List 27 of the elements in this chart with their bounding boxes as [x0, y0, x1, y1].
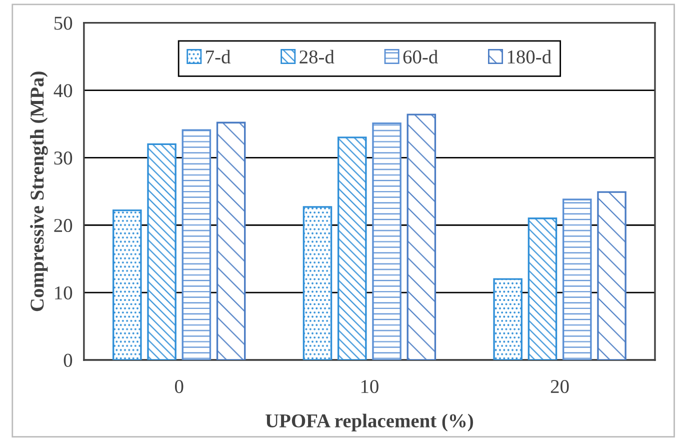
- x-axis-title: UPOFA replacement (%): [266, 414, 474, 432]
- bar: [216, 122, 246, 360]
- y-tick-label: 0: [64, 354, 72, 367]
- bar: [372, 122, 402, 360]
- bar: [302, 206, 332, 360]
- y-axis-title: Compressive Strength (MPa): [30, 72, 48, 312]
- legend-label: 180-d: [508, 50, 552, 64]
- bar: [528, 218, 558, 360]
- x-tick-label: 0: [174, 380, 184, 394]
- x-tick-label: 20: [550, 380, 569, 394]
- bar: [493, 278, 522, 360]
- legend-label: 7-d: [206, 50, 231, 64]
- bar: [597, 191, 626, 360]
- y-tick-label: 10: [55, 286, 72, 300]
- bar: [147, 143, 176, 360]
- legend-label: 28-d: [300, 50, 334, 64]
- bar: [182, 129, 212, 360]
- bar: [562, 198, 592, 360]
- x-tick-label: 10: [361, 380, 378, 394]
- y-tick-label: 50: [54, 16, 72, 30]
- bar: [338, 136, 367, 360]
- legend-label: 60-d: [403, 50, 438, 64]
- bar: [406, 114, 436, 360]
- y-tick-label: 40: [54, 84, 72, 98]
- y-tick-label: 20: [54, 218, 72, 232]
- y-tick-label: 30: [54, 152, 72, 165]
- bar: [112, 209, 142, 360]
